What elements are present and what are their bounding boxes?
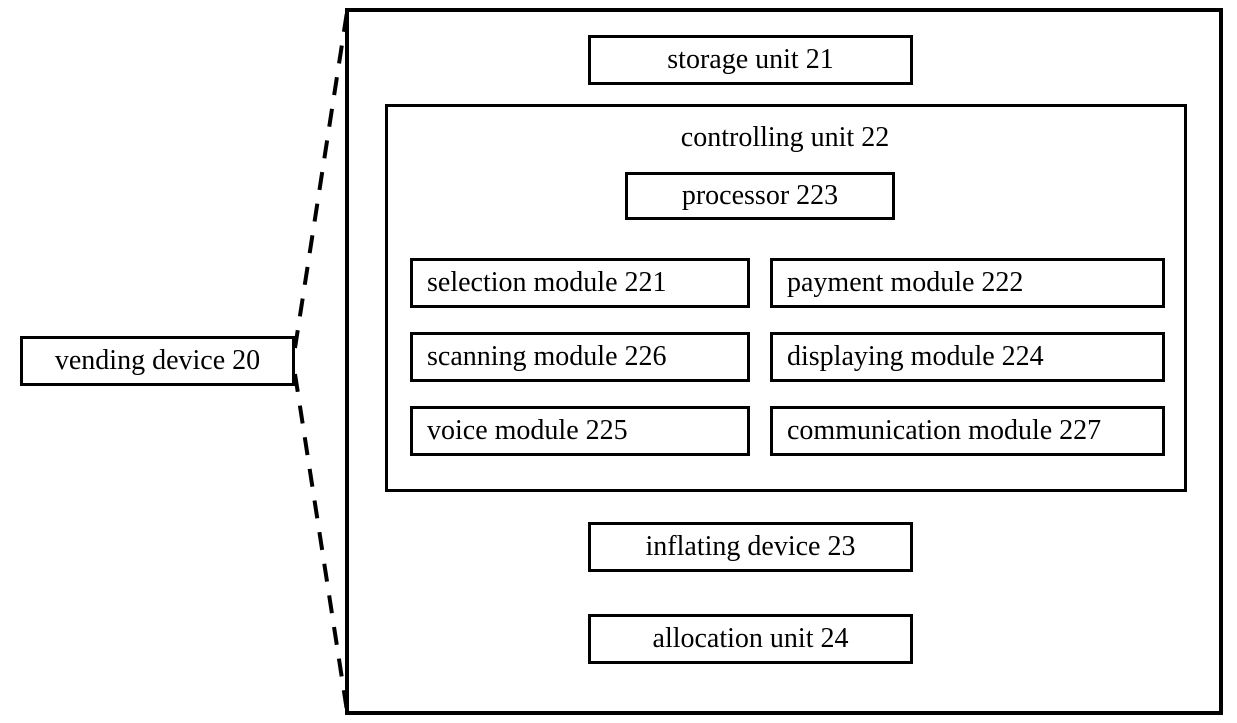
displaying-module-box: displaying module 224 xyxy=(770,332,1165,382)
storage-unit-label: storage unit 21 xyxy=(667,44,833,76)
selection-module-label: selection module 221 xyxy=(427,267,667,299)
communication-module-label: communication module 227 xyxy=(787,415,1101,447)
inflating-device-box: inflating device 23 xyxy=(588,522,913,572)
payment-module-box: payment module 222 xyxy=(770,258,1165,308)
vending-device-box: vending device 20 xyxy=(20,336,295,386)
voice-module-box: voice module 225 xyxy=(410,406,750,456)
inflating-device-label: inflating device 23 xyxy=(646,531,856,563)
diagram-stage: vending device 20 storage unit 21 contro… xyxy=(0,0,1237,723)
storage-unit-box: storage unit 21 xyxy=(588,35,913,85)
vending-device-label: vending device 20 xyxy=(55,345,260,377)
voice-module-label: voice module 225 xyxy=(427,415,628,447)
scanning-module-box: scanning module 226 xyxy=(410,332,750,382)
displaying-module-label: displaying module 224 xyxy=(787,341,1044,373)
scanning-module-label: scanning module 226 xyxy=(427,341,667,373)
allocation-unit-box: allocation unit 24 xyxy=(588,614,913,664)
payment-module-label: payment module 222 xyxy=(787,267,1023,299)
allocation-unit-label: allocation unit 24 xyxy=(653,623,849,655)
dashed-line-bottom xyxy=(295,374,347,711)
controlling-unit-title-text: controlling unit 22 xyxy=(681,122,889,153)
processor-label: processor 223 xyxy=(682,180,838,212)
communication-module-box: communication module 227 xyxy=(770,406,1165,456)
dashed-line-top xyxy=(295,12,347,348)
processor-box: processor 223 xyxy=(625,172,895,220)
selection-module-box: selection module 221 xyxy=(410,258,750,308)
controlling-unit-title: controlling unit 22 xyxy=(620,122,950,162)
